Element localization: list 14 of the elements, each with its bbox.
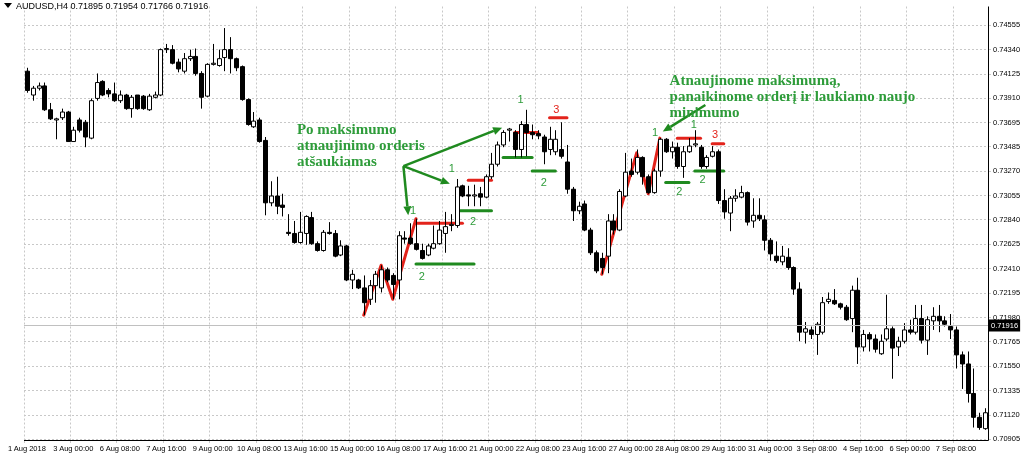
annotation: 3 — [553, 102, 560, 115]
annotation: 1 — [448, 162, 455, 175]
annotation: 2 — [699, 172, 706, 185]
annotation: 1 — [517, 93, 524, 106]
annotation: 3 — [711, 127, 719, 140]
annotation: 2 — [470, 215, 477, 228]
annotation: 1 — [410, 204, 417, 217]
annotation: 2 — [540, 175, 547, 188]
annotation: 1 — [651, 125, 659, 138]
chart-title: AUDUSD,H4 0.71895 0.71954 0.71766 0.71916 — [16, 1, 209, 11]
annotation: Po maksimumo atnaujinimo orderis atšaukiamas — [296, 120, 426, 169]
annotation: 2 — [676, 184, 683, 197]
annotation: 1 — [690, 117, 697, 130]
annotation: 2 — [418, 270, 425, 283]
